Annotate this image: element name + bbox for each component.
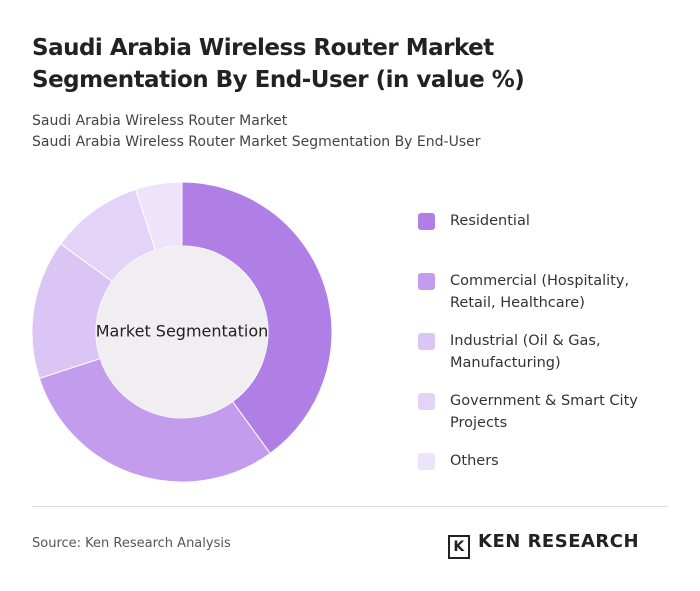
legend-item: Commercial (Hospitality, Retail, Healthc…: [418, 270, 678, 330]
legend-item: Government & Smart City Projects: [418, 390, 678, 450]
donut-center: [96, 246, 268, 418]
legend-item: Residential: [418, 210, 678, 270]
chart-title: Saudi Arabia Wireless Router Market Segm…: [32, 35, 525, 93]
legend-swatch: [418, 453, 435, 470]
legend-label: Government & Smart City Projects: [450, 393, 638, 431]
legend-item: Others: [418, 450, 678, 510]
source: Source: Ken Research Analysis: [32, 536, 231, 551]
center-label: Market Segmentation: [96, 322, 269, 341]
logo-text: KEN RESEARCH: [478, 531, 640, 552]
divider: [32, 506, 668, 507]
legend-swatch: [418, 333, 435, 350]
logo: K KEN RESEARCH: [448, 531, 639, 559]
legend: Residential Commercial (Hospitality, Reta…: [418, 210, 678, 510]
legend-label: Residential: [450, 213, 530, 229]
subtitle: Saudi Arabia Wireless Router Market Segm…: [32, 134, 481, 150]
chart: Market Segmentation: [31, 181, 333, 483]
legend-label: Industrial (Oil & Gas, Manufacturing): [450, 333, 601, 371]
legend-label: Others: [450, 453, 499, 469]
legend-label: Commercial (Hospitality, Retail, Healthc…: [450, 273, 630, 311]
legend-item: Industrial (Oil & Gas, Manufacturing): [418, 330, 678, 390]
subtitle: Saudi Arabia Wireless Router Market: [32, 113, 288, 129]
legend-swatch: [418, 273, 435, 290]
legend-swatch: [418, 393, 435, 410]
legend-swatch: [418, 213, 435, 230]
